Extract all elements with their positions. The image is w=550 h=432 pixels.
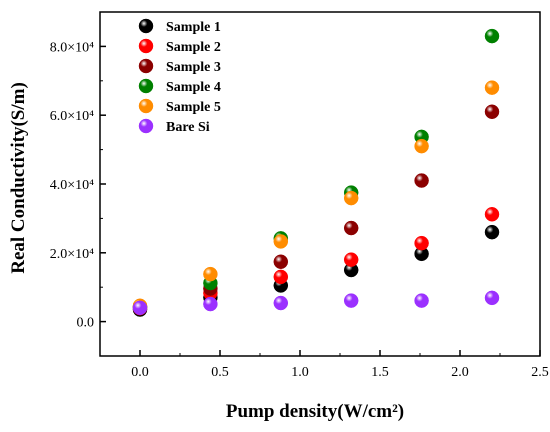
point-sample-2 xyxy=(414,235,429,251)
y-tick-label: 2.0×10⁴ xyxy=(50,247,94,262)
legend-label-sample-3: Sample 3 xyxy=(166,60,221,75)
point-bare-si xyxy=(273,295,289,311)
point-sample-3 xyxy=(343,220,359,236)
point-sample-2 xyxy=(484,207,500,222)
point-sample-5 xyxy=(273,234,289,249)
point-sample-3 xyxy=(273,254,289,269)
point-sample-3 xyxy=(484,104,500,120)
legend-marker-sample-3 xyxy=(138,58,154,74)
y-axis-title: Real Conductivity(S/m) xyxy=(8,82,29,274)
point-bare-si xyxy=(132,300,148,316)
point-sample-3 xyxy=(414,173,429,188)
legend-label-sample-2: Sample 2 xyxy=(166,40,221,55)
legend-label-sample-1: Sample 1 xyxy=(166,20,221,35)
data-points xyxy=(132,28,500,317)
legend-label-sample-5: Sample 5 xyxy=(166,100,221,115)
legend-label-bare-si: Bare Si xyxy=(166,120,210,135)
point-bare-si xyxy=(203,296,218,312)
x-tick-label: 2.5 xyxy=(531,365,549,380)
x-tick-label: 1.5 xyxy=(371,365,389,380)
x-tick-label: 0.0 xyxy=(131,365,149,380)
x-tick-label: 0.5 xyxy=(211,365,229,380)
legend-marker-sample-5 xyxy=(138,98,154,114)
point-sample-1 xyxy=(484,224,500,240)
legend: Sample 1 Sample 2 Sample 3 Sample 4 Sample 5… xyxy=(138,18,221,135)
x-axis-title: Pump density(W/cm²) xyxy=(226,401,404,422)
point-bare-si xyxy=(484,290,500,306)
legend-label-sample-4: Sample 4 xyxy=(166,80,221,95)
legend-marker-sample-2 xyxy=(138,38,154,54)
point-sample-2 xyxy=(273,269,289,285)
y-tick-label: 4.0×10⁴ xyxy=(50,178,94,193)
point-sample-2 xyxy=(343,252,359,267)
point-sample-5 xyxy=(484,80,500,95)
legend-marker-sample-4 xyxy=(138,78,154,94)
x-tick-label: 1.0 xyxy=(291,365,309,380)
legend-marker-bare-si xyxy=(138,118,154,134)
point-bare-si xyxy=(414,293,429,308)
y-tick-label: 0.0 xyxy=(77,316,95,331)
y-tick-label: 6.0×10⁴ xyxy=(50,109,94,124)
point-sample-5 xyxy=(414,138,429,154)
axes: 0.0 0.5 1.0 1.5 2.0 2.5 0.0 2.0×10⁴ 4.0×10⁴ 6.0×1… xyxy=(50,11,549,380)
y-tick-label: 8.0×10⁴ xyxy=(50,40,94,55)
x-tick-label: 2.0 xyxy=(451,365,469,380)
point-sample-4 xyxy=(484,28,500,44)
legend-marker-sample-1 xyxy=(138,18,154,34)
point-bare-si xyxy=(343,293,359,308)
point-sample-5 xyxy=(343,190,359,206)
point-sample-5 xyxy=(203,266,218,282)
